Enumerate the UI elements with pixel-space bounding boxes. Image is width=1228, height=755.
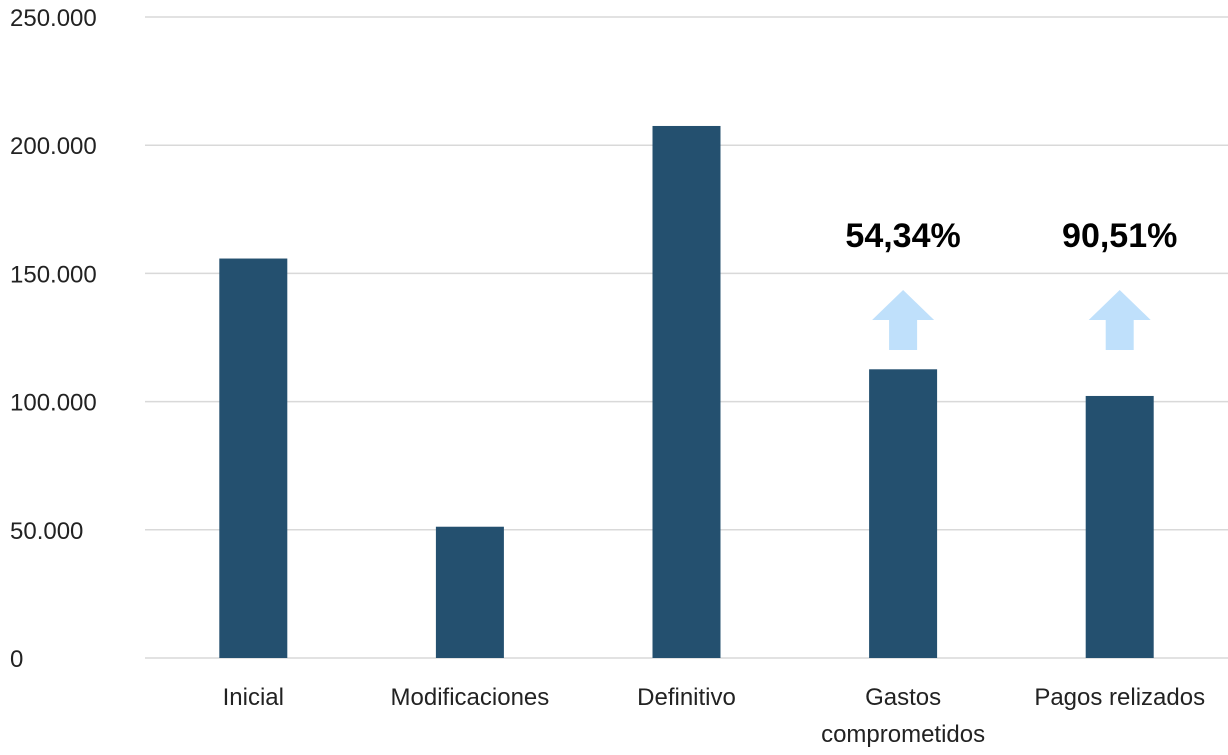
x-category-label-line: Gastos: [865, 684, 941, 711]
x-category-label: Modificaciones: [391, 684, 550, 711]
y-tick-label: 0: [10, 646, 23, 673]
bar: [869, 369, 938, 658]
y-tick-label: 100.000: [10, 390, 97, 417]
x-category-label: Inicial: [223, 684, 284, 711]
x-category-label: Gastos comprometidos: [821, 684, 985, 748]
annotations: 54,34% 90,51%: [845, 217, 1177, 350]
up-arrow-icon: [872, 290, 935, 350]
x-category-label-line: Definitivo: [637, 684, 736, 711]
y-tick-label: 200.000: [10, 133, 97, 160]
up-arrow-icon: [1088, 290, 1151, 350]
x-category-label-line: comprometidos: [821, 721, 985, 748]
x-category-label-line: Pagos relizados: [1034, 684, 1205, 711]
x-category-label: Pagos relizados: [1034, 684, 1205, 711]
y-tick-label: 150.000: [10, 261, 97, 288]
percentage-annotation: 54,34%: [845, 217, 960, 255]
bar: [1085, 395, 1154, 658]
bar: [652, 125, 721, 659]
x-category-label-line: Inicial: [223, 684, 284, 711]
x-axis-category-labels: Inicial Modificaciones Definitivo Gastos com…: [223, 684, 1205, 748]
y-tick-label: 250.000: [10, 5, 97, 32]
bar: [435, 526, 504, 658]
percentage-annotation: 90,51%: [1062, 217, 1177, 255]
bar: [219, 258, 288, 658]
y-tick-label: 50.000: [10, 518, 83, 545]
y-axis-tick-labels: 0 50.000 100.000 150.000 200.000 250.000: [10, 5, 97, 673]
x-category-label-line: Modificaciones: [391, 684, 550, 711]
x-category-label: Definitivo: [637, 684, 736, 711]
bars: [219, 125, 1154, 659]
